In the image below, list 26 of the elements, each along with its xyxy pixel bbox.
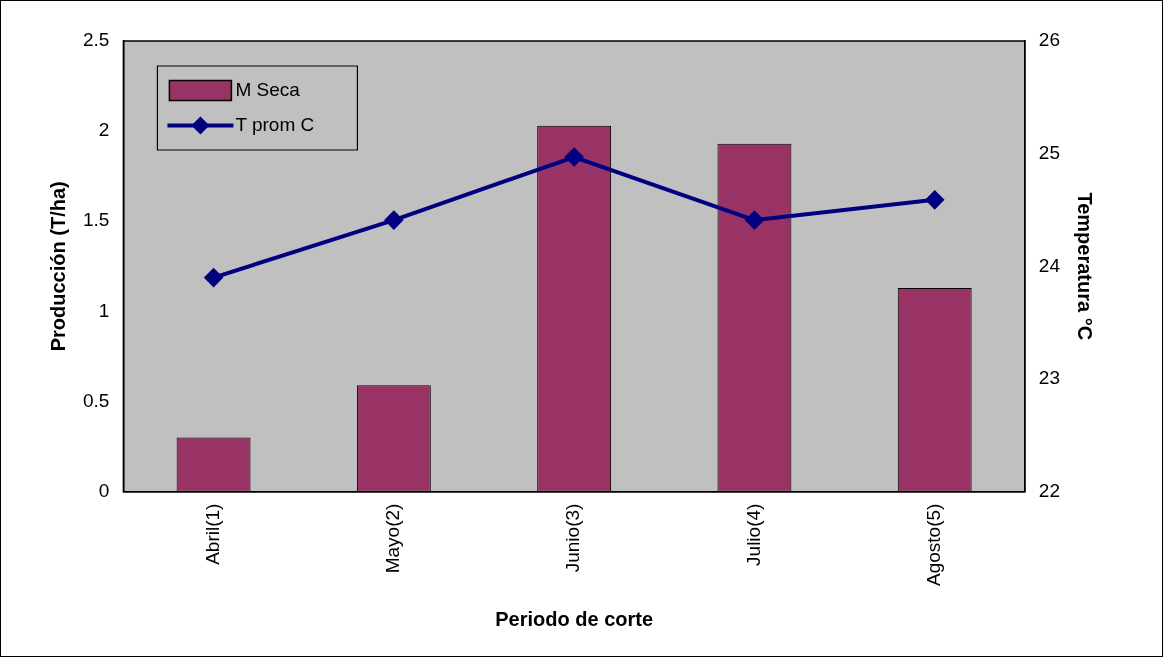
x-axis-title: Periodo de corte <box>495 607 654 630</box>
y-tick-label: 1 <box>98 299 110 321</box>
x-tick-label: Junio(3) <box>562 503 584 573</box>
y-tick-label: 2.5 <box>82 29 110 51</box>
y-tick-label: 0 <box>98 479 110 501</box>
y-tick-label: 2 <box>98 119 110 141</box>
point <box>565 148 584 167</box>
legend-label: T prom C <box>235 113 315 135</box>
y2-tick-label: 26 <box>1038 29 1061 51</box>
y-tick-label: 0.5 <box>82 389 110 411</box>
point <box>925 190 944 209</box>
y-axis-title: Producción (T/ha) <box>46 181 69 352</box>
legend-label: M Seca <box>235 78 301 100</box>
x-tick-label: Abril(1) <box>201 503 223 565</box>
x-tick-label: Agosto(5) <box>922 503 944 586</box>
y2-tick-label: 22 <box>1038 479 1061 501</box>
point <box>384 211 403 230</box>
y2-tick-label: 23 <box>1038 367 1061 389</box>
y2-tick-label: 25 <box>1038 141 1061 163</box>
y2-tick-label: 24 <box>1038 254 1061 276</box>
x-tick-label: Mayo(2) <box>382 503 404 574</box>
point <box>204 268 223 287</box>
x-tick-label: Julio(4) <box>742 503 764 566</box>
point <box>745 211 764 230</box>
y2-axis-title: Temperatura °C <box>1074 192 1097 341</box>
y-tick-label: 1.5 <box>82 209 110 231</box>
